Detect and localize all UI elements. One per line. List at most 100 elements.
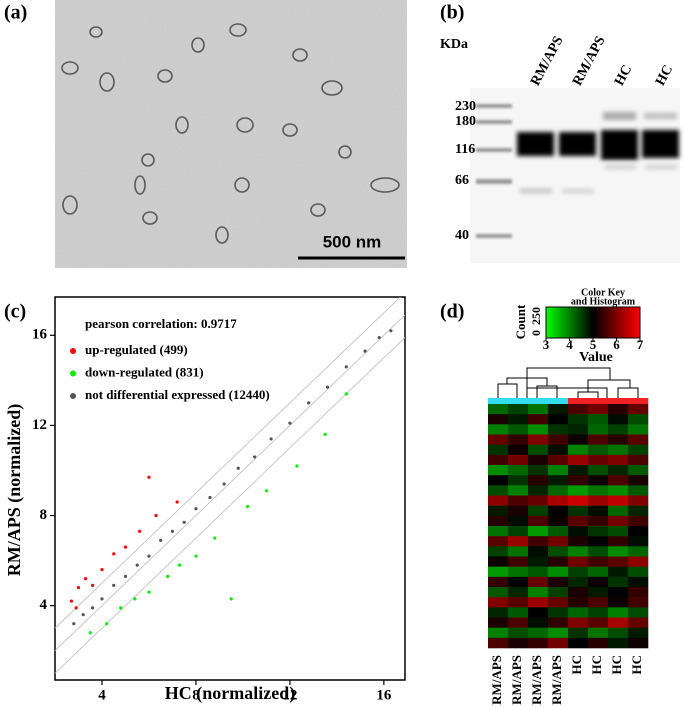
heatmap-cell bbox=[628, 454, 649, 466]
heatmap-cell bbox=[628, 404, 649, 415]
heatmap-cell bbox=[508, 424, 529, 435]
heatmap-cell bbox=[488, 597, 509, 608]
heatmap-cell bbox=[508, 576, 529, 588]
data-point bbox=[295, 464, 299, 468]
heatmap-cell bbox=[528, 515, 549, 527]
heatmap-cell bbox=[588, 526, 609, 537]
heatmap-cell bbox=[628, 576, 649, 588]
marker-label: 40 bbox=[455, 228, 469, 243]
key-tick-label: 6 bbox=[613, 337, 620, 352]
heatmap-cell bbox=[568, 434, 589, 445]
heatmap-cell bbox=[488, 566, 509, 578]
heatmap-cell bbox=[488, 495, 509, 506]
heatmap-cell bbox=[608, 495, 629, 506]
heatmap-cell bbox=[508, 485, 529, 496]
heatmap-cell bbox=[568, 505, 589, 517]
heatmap-cell bbox=[628, 536, 649, 547]
y-tick-label: 8 bbox=[40, 507, 48, 523]
heatmap-cell bbox=[548, 515, 569, 527]
heatmap-cell bbox=[548, 485, 569, 496]
data-point bbox=[389, 329, 393, 333]
heatmap-cell bbox=[488, 627, 509, 639]
data-point bbox=[194, 507, 198, 511]
heatmap-cell bbox=[608, 587, 629, 598]
heatmap-cell bbox=[508, 414, 529, 425]
heatmap-cell bbox=[568, 414, 589, 425]
heatmap-cell bbox=[528, 576, 549, 588]
heatmap-cell bbox=[568, 587, 589, 598]
heatmap-cell bbox=[528, 505, 549, 517]
data-point bbox=[112, 583, 116, 587]
heatmap-cell bbox=[528, 587, 549, 598]
heatmap-cell bbox=[508, 536, 529, 547]
heatmap-cell bbox=[528, 414, 549, 425]
heatmap-cell bbox=[508, 627, 529, 639]
heatmap-cell bbox=[588, 546, 609, 557]
heatmap-cell bbox=[508, 454, 529, 466]
lane-label: RM/APS bbox=[570, 34, 609, 89]
column-label: HC bbox=[609, 655, 624, 675]
heatmap-cell bbox=[548, 465, 569, 476]
heatmap-cell bbox=[608, 454, 629, 466]
panel-label: (a) bbox=[4, 2, 27, 24]
key-tick-label: 7 bbox=[637, 337, 644, 352]
heatmap-cell bbox=[548, 454, 569, 466]
gel-image bbox=[470, 88, 680, 263]
heatmap-cell bbox=[548, 434, 569, 445]
heatmap-cell bbox=[568, 424, 589, 435]
panel-label: (c) bbox=[4, 301, 26, 323]
y-tick-label: 12 bbox=[32, 417, 47, 433]
data-point bbox=[246, 504, 250, 509]
marker-label: 180 bbox=[455, 114, 476, 129]
heatmap-cell bbox=[588, 414, 609, 425]
heatmap-cell bbox=[608, 404, 629, 415]
heatmap-cell bbox=[588, 637, 609, 649]
heatmap-cell bbox=[628, 495, 649, 506]
heatmap-cell bbox=[548, 566, 569, 578]
heatmap-cell bbox=[568, 515, 589, 527]
heatmap-cell bbox=[488, 526, 509, 537]
x-tick-label: 8 bbox=[192, 687, 200, 703]
heatmap-cell bbox=[528, 556, 549, 567]
heatmap-cell bbox=[568, 576, 589, 588]
heatmap-cell bbox=[548, 617, 569, 628]
heatmap-cell bbox=[508, 556, 529, 567]
data-point bbox=[194, 554, 198, 558]
heatmap-cell bbox=[608, 485, 629, 496]
heatmap-cell bbox=[628, 434, 649, 445]
key-title: Color Key bbox=[581, 287, 625, 298]
legend-marker bbox=[70, 393, 76, 399]
heatmap-cell bbox=[568, 454, 589, 466]
key-tick-label: 4 bbox=[566, 337, 573, 352]
heatmap-cell bbox=[588, 587, 609, 598]
key-title: and Histogram bbox=[571, 296, 636, 307]
column-label: RM/APS bbox=[509, 655, 524, 705]
heatmap-cell bbox=[628, 515, 649, 527]
heatmap-cell bbox=[548, 505, 569, 517]
heatmap-cell bbox=[488, 434, 509, 445]
heatmap-cell bbox=[508, 617, 529, 628]
heatmap-cell bbox=[588, 515, 609, 527]
group-bar bbox=[488, 398, 509, 404]
scale-bar-label: 500 nm bbox=[323, 232, 382, 251]
reference-line bbox=[54, 314, 406, 652]
heatmap-cell bbox=[568, 627, 589, 639]
marker-label: 116 bbox=[455, 142, 475, 157]
heatmap-cell bbox=[528, 424, 549, 435]
heatmap-cell bbox=[608, 465, 629, 476]
heatmap-cell bbox=[628, 607, 649, 618]
data-point bbox=[323, 432, 327, 437]
heatmap-cell bbox=[488, 465, 509, 476]
data-point bbox=[90, 583, 95, 587]
histogram-tick-label: 0 bbox=[529, 330, 543, 336]
heatmap-cell bbox=[528, 404, 549, 415]
data-point bbox=[88, 631, 92, 635]
heatmap-cell bbox=[568, 485, 589, 496]
heatmap-cell bbox=[608, 597, 629, 608]
heatmap-cell bbox=[568, 637, 589, 649]
heatmap-cell bbox=[508, 566, 529, 578]
heatmap-cell bbox=[588, 617, 609, 628]
heatmap-cell bbox=[548, 404, 569, 415]
x-tick-label: 4 bbox=[98, 687, 106, 703]
